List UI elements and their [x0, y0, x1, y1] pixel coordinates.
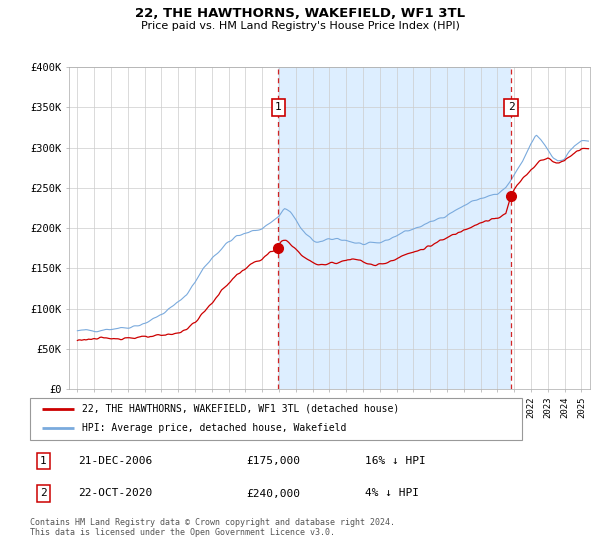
Text: 1: 1 — [275, 102, 282, 113]
Text: 22-OCT-2020: 22-OCT-2020 — [79, 488, 153, 498]
Text: 22, THE HAWTHORNS, WAKEFIELD, WF1 3TL (detached house): 22, THE HAWTHORNS, WAKEFIELD, WF1 3TL (d… — [82, 404, 399, 414]
Text: 2: 2 — [508, 102, 514, 113]
Text: Contains HM Land Registry data © Crown copyright and database right 2024.
This d: Contains HM Land Registry data © Crown c… — [30, 518, 395, 538]
Text: 1: 1 — [40, 456, 47, 466]
Text: 22, THE HAWTHORNS, WAKEFIELD, WF1 3TL: 22, THE HAWTHORNS, WAKEFIELD, WF1 3TL — [135, 7, 465, 20]
Text: 21-DEC-2006: 21-DEC-2006 — [79, 456, 153, 466]
Text: 2: 2 — [40, 488, 47, 498]
Text: 16% ↓ HPI: 16% ↓ HPI — [365, 456, 425, 466]
Text: Price paid vs. HM Land Registry's House Price Index (HPI): Price paid vs. HM Land Registry's House … — [140, 21, 460, 31]
Text: £175,000: £175,000 — [246, 456, 300, 466]
Bar — [278, 67, 511, 389]
Text: £240,000: £240,000 — [246, 488, 300, 498]
Text: HPI: Average price, detached house, Wakefield: HPI: Average price, detached house, Wake… — [82, 423, 346, 433]
Text: 4% ↓ HPI: 4% ↓ HPI — [365, 488, 419, 498]
